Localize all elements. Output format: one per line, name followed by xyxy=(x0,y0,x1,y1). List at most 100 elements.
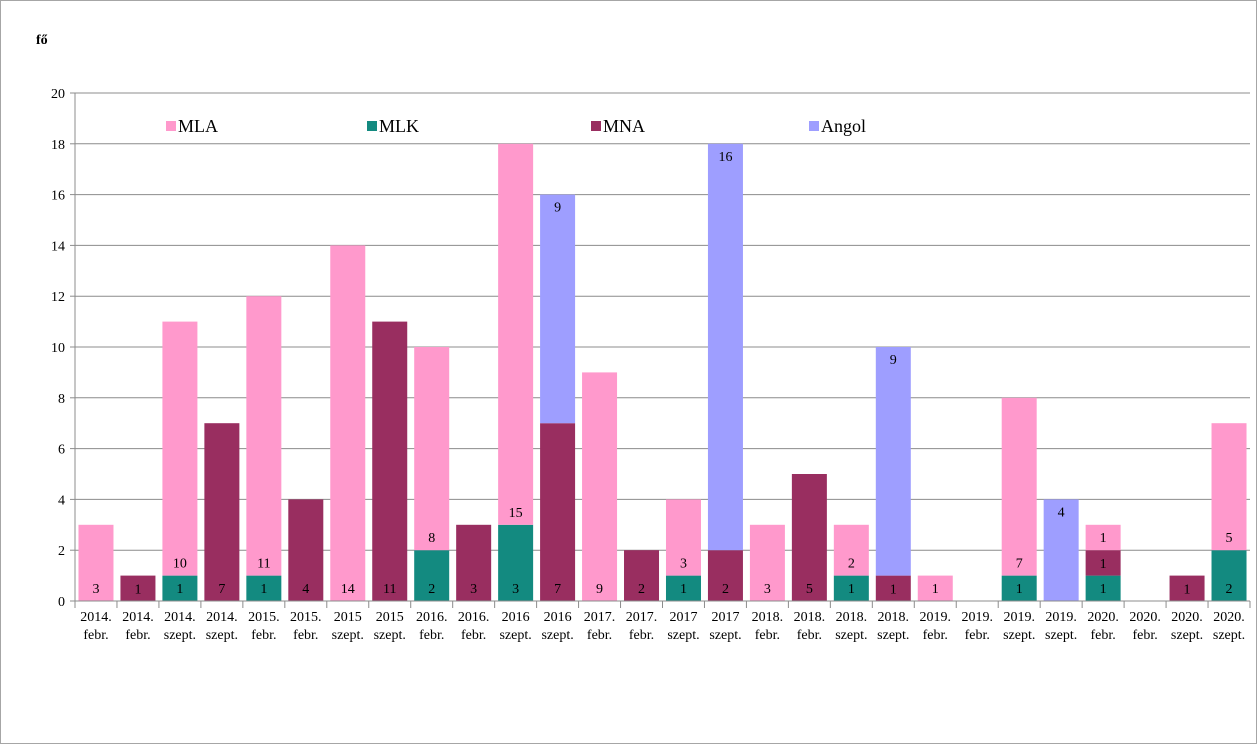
bar-mla xyxy=(1001,397,1037,576)
x-tick-label-year: 2017 xyxy=(669,610,697,625)
y-tick-label: 6 xyxy=(58,443,65,458)
data-label: 1 xyxy=(680,582,687,597)
x-tick-label-year: 2017. xyxy=(626,610,658,625)
axes: 024681012141618202014.febr.2014.febr.201… xyxy=(51,87,1251,643)
x-tick-label-year: 2016 xyxy=(502,610,530,625)
legend-label-mlk: MLK xyxy=(379,116,419,136)
bar-mna xyxy=(1085,550,1121,576)
legend-swatch-mlk xyxy=(367,121,377,131)
data-label: 1 xyxy=(932,582,939,597)
data-label: 3 xyxy=(92,582,99,597)
data-label: 1 xyxy=(1016,582,1023,597)
bar-mlk xyxy=(833,575,869,601)
data-label: 2 xyxy=(638,582,645,597)
bar-mna xyxy=(875,575,911,601)
x-tick-label-year: 2016. xyxy=(416,610,448,625)
x-tick-label-term: szept. xyxy=(1213,628,1245,643)
data-label: 3 xyxy=(470,582,477,597)
data-label: 7 xyxy=(1016,557,1023,572)
y-tick-label: 4 xyxy=(58,493,65,508)
bar-mlk xyxy=(246,575,282,601)
x-tick-label-term: szept. xyxy=(835,628,867,643)
x-tick-label-year: 2015 xyxy=(334,610,362,625)
x-tick-label-term: febr. xyxy=(419,628,444,643)
x-tick-label-year: 2018. xyxy=(794,610,826,625)
x-tick-label-term: febr. xyxy=(587,628,612,643)
x-tick-label-term: szept. xyxy=(709,628,741,643)
x-tick-label-term: febr. xyxy=(755,628,780,643)
x-tick-label-term: febr. xyxy=(83,628,108,643)
bar-mna xyxy=(288,499,324,601)
data-label: 1 xyxy=(1100,531,1107,546)
x-tick-label-year: 2017. xyxy=(584,610,616,625)
x-tick-label-term: szept. xyxy=(667,628,699,643)
bar-mna xyxy=(791,474,827,601)
x-tick-label-year: 2018. xyxy=(836,610,868,625)
y-tick-label: 16 xyxy=(51,189,65,204)
x-tick-label-year: 2018. xyxy=(878,610,910,625)
data-label: 16 xyxy=(718,150,732,165)
y-tick-label: 2 xyxy=(58,544,65,559)
legend-swatch-angol xyxy=(809,121,819,131)
bar-mna xyxy=(204,423,240,601)
y-tick-label: 18 xyxy=(51,138,65,153)
x-tick-label-year: 2019. xyxy=(1003,610,1035,625)
data-label: 7 xyxy=(218,582,225,597)
data-label: 2 xyxy=(428,582,435,597)
data-label: 2 xyxy=(722,582,729,597)
bar-mna xyxy=(707,550,743,601)
x-tick-label-year: 2016. xyxy=(458,610,490,625)
bar-mlk xyxy=(1211,550,1247,601)
bar-mla xyxy=(246,296,282,576)
bar-mla xyxy=(1211,423,1247,551)
x-tick-label-term: szept. xyxy=(374,628,406,643)
data-label: 3 xyxy=(764,582,771,597)
x-tick-label-term: febr. xyxy=(797,628,822,643)
data-label: 1 xyxy=(1100,582,1107,597)
y-tick-label: 12 xyxy=(51,290,65,305)
legend-label-mla: MLA xyxy=(178,116,218,136)
bar-mla xyxy=(749,524,785,601)
x-tick-label-year: 2020. xyxy=(1087,610,1119,625)
data-label: 9 xyxy=(596,582,603,597)
x-tick-label-term: febr. xyxy=(461,628,486,643)
x-tick-label-year: 2014. xyxy=(122,610,154,625)
x-tick-label-year: 2017 xyxy=(711,610,739,625)
bar-angol xyxy=(707,143,743,551)
bar-mlk xyxy=(162,575,198,601)
x-tick-label-year: 2019. xyxy=(1045,610,1077,625)
x-tick-label-year: 2014. xyxy=(206,610,238,625)
data-label: 1 xyxy=(848,582,855,597)
bar-mlk xyxy=(414,550,450,601)
bar-mna xyxy=(624,550,660,601)
bar-mna xyxy=(120,575,156,601)
bar-angol xyxy=(1043,499,1079,601)
legend-label-angol: Angol xyxy=(821,116,866,136)
y-tick-label: 14 xyxy=(51,239,65,254)
x-tick-label-term: szept. xyxy=(541,628,573,643)
data-label: 5 xyxy=(1226,531,1233,546)
x-tick-label-term: szept. xyxy=(499,628,531,643)
x-tick-label-term: febr. xyxy=(923,628,948,643)
bar-mla xyxy=(78,524,114,601)
x-tick-label-term: szept. xyxy=(877,628,909,643)
legend-swatch-mna xyxy=(591,121,601,131)
x-tick-label-year: 2018. xyxy=(752,610,784,625)
bar-mla xyxy=(414,347,450,551)
x-tick-label-term: febr. xyxy=(629,628,654,643)
data-label: 11 xyxy=(257,557,270,572)
bar-mla xyxy=(917,575,953,601)
bar-angol xyxy=(875,347,911,576)
x-tick-label-year: 2016 xyxy=(544,610,572,625)
bar-angol xyxy=(540,194,576,424)
bar-mla xyxy=(498,143,534,525)
x-tick-label-term: szept. xyxy=(164,628,196,643)
bar-mla xyxy=(582,372,618,601)
data-label: 2 xyxy=(848,557,855,572)
bar-mla xyxy=(330,245,366,601)
data-label: 7 xyxy=(554,582,561,597)
data-label: 1 xyxy=(1184,582,1191,597)
x-tick-label-term: szept. xyxy=(1045,628,1077,643)
data-label: 14 xyxy=(341,582,355,597)
